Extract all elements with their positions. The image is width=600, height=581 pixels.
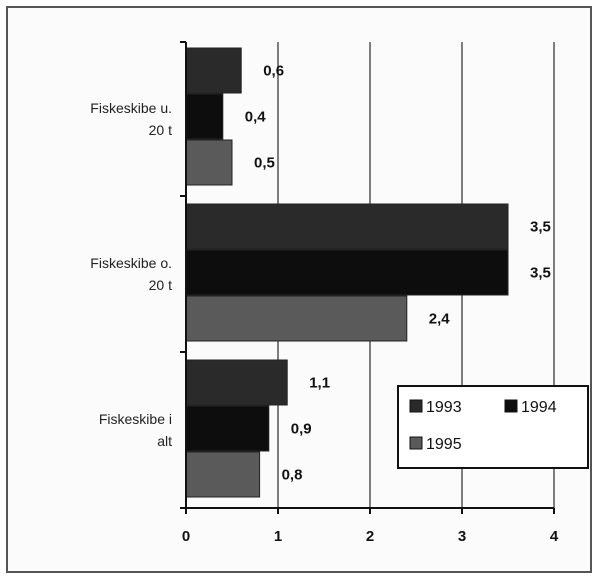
legend-box [397, 385, 589, 469]
bar-1993-1 [185, 203, 509, 250]
category-label-1-line-0: Fiskeskibe o. [90, 255, 172, 271]
data-label-1995-2: 0,8 [282, 467, 303, 484]
legend-label-1995: 1995 [426, 436, 462, 453]
data-label-1994-0: 0,4 [245, 109, 267, 126]
legend-swatch-1994 [504, 399, 518, 413]
bar-1993-0 [185, 47, 242, 94]
x-tick-label-1: 1 [274, 528, 282, 545]
data-label-1995-0: 0,5 [254, 155, 275, 172]
bar-1995-2 [185, 451, 261, 498]
x-tick-label-2: 2 [366, 528, 374, 545]
legend-swatch-1993 [409, 399, 423, 413]
category-label-0-line-0: Fiskeskibe u. [90, 100, 172, 116]
data-label-1993-1: 3,5 [530, 219, 551, 236]
data-label-1994-2: 0,9 [291, 421, 312, 438]
x-tick-label-0: 0 [182, 528, 190, 545]
bar-1994-2 [185, 405, 270, 452]
x-tick-label-4: 4 [550, 528, 559, 545]
data-label-1994-1: 3,5 [530, 265, 551, 282]
data-label-1993-0: 0,6 [263, 63, 284, 80]
legend-label-1993: 1993 [426, 399, 462, 416]
legend-swatch-1995 [409, 436, 423, 450]
legend-label-1994: 1994 [521, 399, 557, 416]
x-tick-label-3: 3 [458, 528, 466, 545]
category-label-1-line-1: 20 t [149, 277, 172, 293]
bar-1994-1 [185, 249, 509, 296]
bar-1995-0 [185, 139, 233, 186]
category-label-0-line-1: 20 t [149, 122, 172, 138]
data-label-1995-1: 2,4 [429, 311, 451, 328]
bar-1994-0 [185, 93, 224, 140]
bar-1995-1 [185, 295, 408, 342]
category-label-2-line-1: alt [157, 433, 172, 449]
bar-1993-2 [185, 359, 288, 406]
data-label-1993-2: 1,1 [309, 375, 330, 392]
category-label-2-line-0: Fiskeskibe i [99, 411, 172, 427]
